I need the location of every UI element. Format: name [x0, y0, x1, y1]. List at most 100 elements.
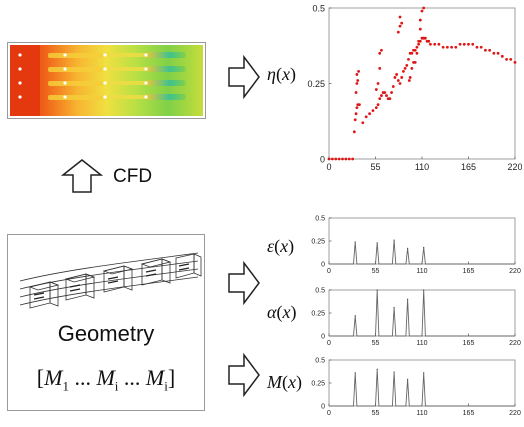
y-tick-label: 0.5 [315, 358, 325, 365]
data-point [395, 73, 399, 76]
x-tick-label: 165 [461, 162, 476, 172]
data-point [462, 42, 466, 46]
data-point [445, 45, 449, 49]
peak-point [423, 246, 425, 249]
data-point [355, 106, 359, 110]
alpha-symbol: α [267, 302, 277, 322]
data-point [418, 27, 422, 31]
epsilon-symbol: ε [267, 236, 275, 256]
m-symbol: M [267, 372, 282, 392]
data-point [433, 42, 437, 46]
peak-point [423, 372, 425, 374]
data-point [471, 42, 475, 46]
peak-point [393, 306, 395, 309]
epsilon-chart: 0 55 110 165 220 0 0.25 0.5 [311, 216, 521, 276]
epsilon-open-paren: ( [274, 236, 281, 256]
x-tick-label: 220 [509, 410, 521, 417]
peak-point [376, 242, 378, 244]
data-point [415, 45, 419, 49]
data-point [407, 57, 410, 61]
data-point [347, 157, 351, 161]
x-tick-label: 0 [326, 162, 331, 172]
data-point [475, 45, 479, 49]
matrix-term-2-base: M [96, 365, 115, 390]
data-point [479, 45, 483, 49]
data-point [437, 42, 441, 46]
y-tick-label: 0 [321, 404, 325, 411]
m-label: M(x) [267, 372, 302, 393]
alpha-close-paren: ) [290, 302, 297, 322]
cfd-contour-image [10, 45, 203, 116]
matrix-term-2-sub: i [114, 378, 119, 394]
data-point [415, 51, 419, 55]
y-tick-label: 0.5 [312, 4, 325, 14]
matrix-term-1-base: M [44, 365, 63, 390]
data-point [423, 36, 427, 40]
m-close-paren: ) [296, 372, 302, 392]
eta-var: x [281, 64, 290, 84]
data-point [413, 60, 417, 64]
y-tick-label: 0.25 [307, 79, 325, 89]
x-tick-label: 110 [416, 340, 427, 347]
data-point [330, 157, 334, 161]
x-tick-label: 55 [372, 340, 380, 347]
epsilon-label: ε(x) [267, 236, 294, 257]
y-tick-label: 0 [321, 334, 325, 341]
series-line [329, 369, 515, 407]
data-point [358, 103, 361, 107]
alpha-label: α(x) [267, 302, 296, 323]
peak-point [354, 372, 356, 374]
data-point [513, 60, 517, 64]
x-tick-label: 0 [327, 340, 331, 347]
data-point [354, 91, 358, 94]
x-tick-label: 55 [372, 410, 380, 417]
data-point [458, 42, 462, 46]
peak-point [376, 368, 378, 370]
alpha-var: x [282, 302, 291, 322]
matrix-open-bracket: [ [36, 365, 45, 390]
data-point [400, 21, 404, 25]
data-point [405, 63, 409, 67]
data-point [371, 109, 375, 113]
data-point [356, 79, 360, 82]
x-tick-label: 165 [463, 410, 475, 417]
epsilon-var: x [280, 236, 289, 256]
data-point [378, 51, 382, 55]
data-point [378, 97, 382, 100]
matrix-term-3-base: M [145, 365, 165, 390]
x-tick-label: 165 [463, 268, 475, 275]
data-point [353, 118, 357, 122]
data-point [364, 115, 368, 119]
x-tick-label: 0 [327, 268, 331, 275]
data-point [488, 48, 492, 52]
data-point [420, 9, 424, 13]
x-tick-label: 0 [327, 410, 331, 417]
data-point [509, 57, 513, 61]
data-point [368, 112, 371, 116]
data-point [398, 15, 402, 19]
eta-open-paren: ( [275, 64, 282, 84]
matrix-expression: [M1 ... Mi ... Mi] [8, 365, 204, 394]
y-tick-label: 0.5 [315, 216, 325, 223]
y-tick-label: 0.25 [311, 381, 325, 388]
x-tick-label: 110 [416, 410, 427, 417]
x-tick-label: 220 [507, 162, 522, 172]
peak-point [376, 289, 378, 291]
data-point [380, 48, 383, 52]
data-point [352, 130, 356, 134]
data-point [341, 157, 344, 161]
matrix-close-bracket: ] [167, 365, 176, 390]
data-point [374, 88, 378, 91]
data-point [385, 94, 388, 97]
cfd-simulation-panel [7, 42, 206, 119]
epsilon-close-paren: ) [288, 236, 295, 256]
data-point [429, 42, 432, 46]
data-point [354, 112, 358, 116]
x-tick-label: 220 [509, 268, 521, 275]
x-tick-label: 165 [463, 340, 475, 347]
data-point [390, 91, 393, 94]
data-point [417, 42, 421, 46]
peak-point [393, 371, 395, 373]
matrix-term-1-sub: 1 [62, 378, 69, 394]
x-tick-label: 220 [509, 340, 521, 347]
